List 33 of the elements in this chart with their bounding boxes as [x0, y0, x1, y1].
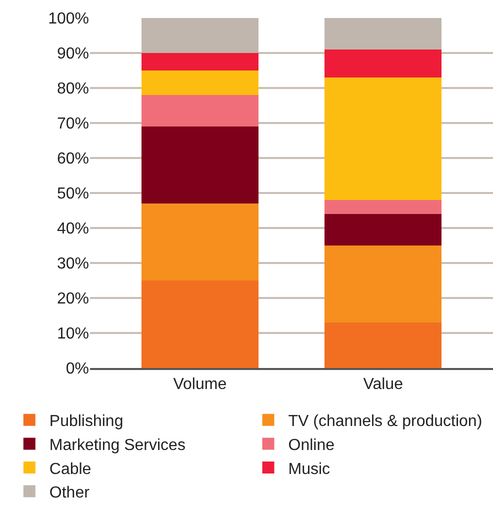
- bar: [324, 246, 442, 322]
- bar: [141, 204, 259, 280]
- y-tick-label: 60%: [56, 150, 89, 168]
- y-tick-label: 70%: [56, 116, 89, 133]
- bar: [141, 70, 259, 95]
- legend-label: TV (channels & production): [288, 413, 482, 430]
- y-tick-label: 20%: [56, 290, 89, 308]
- bar: [324, 200, 442, 214]
- bar: [141, 280, 259, 368]
- bar: [324, 50, 442, 78]
- legend-label: Music: [288, 460, 330, 478]
- legend-label: Publishing: [49, 413, 124, 430]
- legend-label: Other: [49, 484, 90, 502]
- y-tick-label: 40%: [56, 220, 89, 238]
- y-tick-label: 30%: [56, 256, 89, 273]
- bar: [141, 126, 259, 204]
- y-tick-label: 80%: [56, 80, 89, 98]
- x-tick-label: Volume: [173, 376, 227, 394]
- bar: [324, 78, 442, 200]
- y-tick-label: 90%: [56, 46, 89, 63]
- bar: [141, 95, 259, 126]
- y-tick-label: 0%: [66, 360, 89, 378]
- bar: [324, 214, 442, 246]
- x-tick-label: Value: [363, 376, 404, 394]
- legend-label: Marketing Services: [49, 436, 186, 454]
- legend-label: Online: [288, 436, 335, 454]
- bar: [324, 18, 442, 50]
- y-tick-label: 50%: [56, 186, 89, 203]
- bar: [324, 322, 442, 368]
- bar: [141, 53, 259, 70]
- y-tick-label: 100%: [48, 10, 89, 28]
- y-tick-label: 10%: [56, 326, 89, 343]
- legend-label: Cable: [49, 460, 92, 478]
